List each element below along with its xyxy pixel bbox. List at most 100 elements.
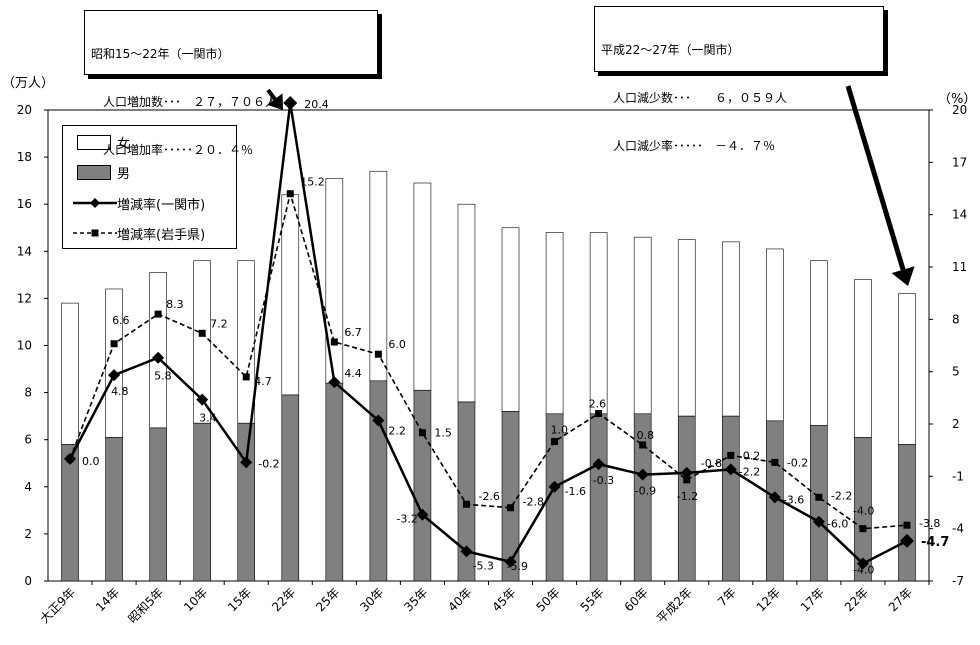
label-ichinoseki: 0.0 xyxy=(82,455,100,468)
right-axis-tick-label: -1 xyxy=(952,469,964,483)
left-axis-tick-label: 0 xyxy=(24,574,32,588)
bar-female xyxy=(237,260,256,424)
bar-male xyxy=(810,425,828,582)
x-axis-tick-label: 17年 xyxy=(798,585,827,614)
marker-iwate xyxy=(639,441,647,449)
right-axis-tick-label: 20 xyxy=(952,103,967,117)
arrow-showa-head xyxy=(267,93,283,110)
left-axis-tick-label: 4 xyxy=(24,480,32,494)
marker-iwate xyxy=(110,340,118,348)
bar-female xyxy=(281,194,300,396)
x-axis-tick-label: 14年 xyxy=(93,585,122,614)
label-ichinoseki: 5.8 xyxy=(154,370,172,383)
label-ichinoseki: -3.2 xyxy=(396,513,417,526)
label-iwate: 1.0 xyxy=(551,423,569,436)
legend-swatch-male xyxy=(77,165,111,180)
label-ichinoseki: 4.4 xyxy=(344,367,362,380)
callout-heisei-line1: 平成22～27年（一関市） xyxy=(601,43,740,57)
bar-male xyxy=(281,394,300,582)
label-ichinoseki: -3.6 xyxy=(783,493,804,506)
bar-female xyxy=(810,260,828,426)
x-axis-tick-label: 10年 xyxy=(181,585,210,614)
x-axis-tick-label: 22年 xyxy=(842,585,871,614)
label-iwate: -2.2 xyxy=(831,489,852,502)
bar-male xyxy=(545,413,564,582)
x-axis-tick-label: 55年 xyxy=(578,585,607,614)
callout-heisei-line3: 人口減少率･････ －４．７％ xyxy=(613,139,776,153)
right-axis-tick-label: 17 xyxy=(952,155,967,169)
marker-iwate xyxy=(330,338,338,346)
marker-iwate xyxy=(154,310,162,318)
left-axis-tick-label: 8 xyxy=(24,386,32,400)
label-ichinoseki: -4.7 xyxy=(921,535,949,550)
marker-ichinoseki xyxy=(416,508,429,521)
right-axis-tick-label: 5 xyxy=(952,365,960,379)
callout-heisei-line2: 人口減少数･･･ ６，０５９人 xyxy=(613,91,788,105)
left-axis-tick-label: 20 xyxy=(17,103,32,117)
right-axis-title: （%） xyxy=(938,92,977,107)
bar-male xyxy=(854,437,872,582)
right-axis-tick-label: 2 xyxy=(952,417,960,431)
callout-showa-line2: 人口増加数･･･ ２７，７０６人 xyxy=(103,95,278,109)
bar-female xyxy=(633,236,652,415)
legend-label-female: 女 xyxy=(117,137,131,152)
label-iwate: -2.6 xyxy=(478,490,499,503)
label-ichinoseki: 20.4 xyxy=(304,98,329,111)
left-axis-title: （万人） xyxy=(2,76,55,91)
bar-female xyxy=(501,227,520,412)
label-ichinoseki: -0.9 xyxy=(635,485,656,498)
bar-female xyxy=(677,239,696,417)
right-axis-tick-label: -7 xyxy=(952,574,964,588)
marker-ichinoseki xyxy=(548,480,561,493)
callout-heisei: 平成22～27年（一関市） 人口減少数･･･ ６，０５９人 人口減少率･････… xyxy=(594,6,884,153)
callout-showa: 昭和15～22年（一関市） 人口増加数･･･ ２７，７０６人 人口増加率････… xyxy=(84,10,378,157)
label-iwate: 1.5 xyxy=(434,427,452,440)
callout-showa-line1: 昭和15～22年（一関市） xyxy=(91,47,230,61)
right-axis-tick-label: 8 xyxy=(952,312,960,326)
bar-male xyxy=(325,382,344,582)
marker-iwate xyxy=(418,429,426,437)
bar-female xyxy=(457,203,476,403)
x-axis-tick-label: 35年 xyxy=(401,585,430,614)
bar-male xyxy=(105,437,123,582)
left-axis-tick-label: 10 xyxy=(17,339,32,353)
marker-iwate xyxy=(286,190,294,198)
marker-ichinoseki xyxy=(372,414,385,427)
marker-iwate xyxy=(242,373,250,381)
marker-iwate xyxy=(374,350,382,358)
marker-iwate xyxy=(903,521,911,529)
label-iwate: 6.0 xyxy=(388,338,406,351)
bar-female xyxy=(413,182,432,391)
marker-ichinoseki xyxy=(636,468,649,481)
legend-line-iwate xyxy=(73,229,117,237)
legend-label-iwate: 増減率(岩手県) xyxy=(117,228,206,243)
bar-female xyxy=(854,279,872,438)
x-axis-tick-label: 平成2年 xyxy=(654,585,695,626)
bar-male xyxy=(237,422,256,582)
label-iwate: 6.6 xyxy=(112,314,130,327)
x-axis-tick-label: 昭和5年 xyxy=(125,585,166,626)
label-ichinoseki: -2.2 xyxy=(739,465,760,478)
left-axis-tick-label: 14 xyxy=(17,244,32,258)
bar-male xyxy=(501,411,520,582)
label-iwate: -2.8 xyxy=(523,496,544,509)
bar-male xyxy=(61,444,79,582)
marker-iwate xyxy=(859,525,867,533)
label-ichinoseki: 4.8 xyxy=(111,385,129,398)
left-axis-tick-label: 6 xyxy=(24,433,32,447)
x-axis-tick-label: 15年 xyxy=(225,585,254,614)
marker-iwate xyxy=(462,500,470,508)
line-iwate xyxy=(69,190,908,530)
marker-ichinoseki xyxy=(812,515,825,528)
legend-label-ichinoseki: 増減率(一関市) xyxy=(117,198,206,213)
bar-female xyxy=(149,272,167,429)
label-ichinoseki: -5.3 xyxy=(472,559,493,572)
line-ichinoseki xyxy=(68,102,908,566)
bar-female xyxy=(545,232,564,415)
x-axis-tick-label: 30年 xyxy=(357,585,386,614)
bar-male xyxy=(721,415,740,582)
marker-iwate xyxy=(815,493,823,501)
label-ichinoseki: -4.0 xyxy=(853,564,874,577)
label-ichinoseki: -0.3 xyxy=(593,474,614,487)
